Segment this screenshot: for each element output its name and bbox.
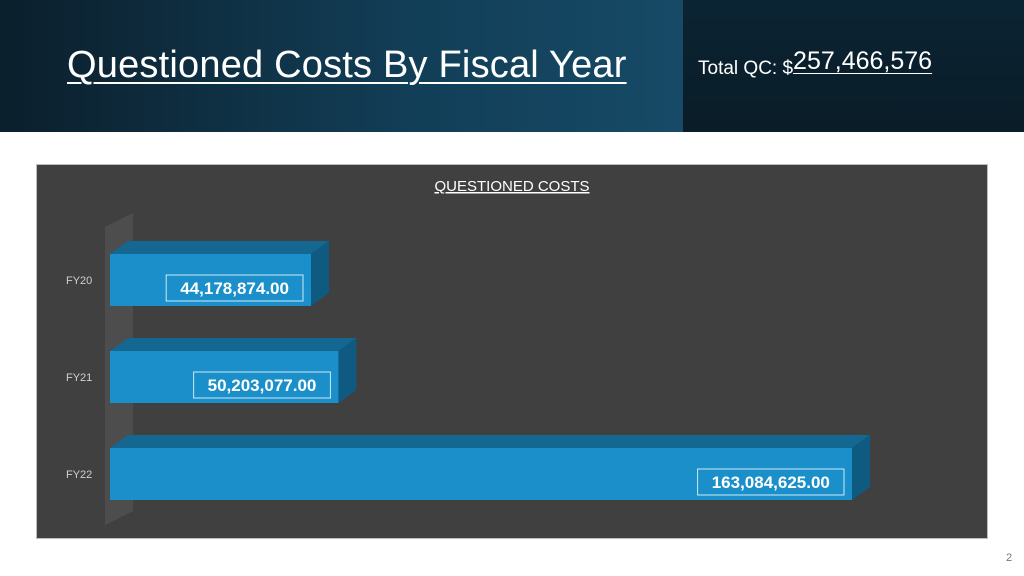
tick-label-fy20: FY20 <box>66 275 92 287</box>
page-number: 2 <box>1006 552 1013 564</box>
total-qc: Total QC: $257,466,576 <box>698 47 932 81</box>
total-qc-value: 257,466,576 <box>793 47 933 75</box>
bar-side-fy21 <box>338 338 357 403</box>
data-label-fy21: 50,203,077.00 <box>208 376 317 395</box>
bar-fy20 <box>110 254 312 306</box>
bar-top-fy22 <box>110 435 870 448</box>
bar-fy22 <box>110 448 852 500</box>
bar-top-fy20 <box>110 241 330 254</box>
tick-label-fy22: FY22 <box>66 469 92 481</box>
chart-title: QUESTIONED COSTS <box>434 178 589 195</box>
bar-fy21 <box>110 351 339 403</box>
data-label-box-fy21 <box>193 371 331 399</box>
chart-panel: QUESTIONED COSTS FY20 44,178,874.00 FY21 50… <box>36 164 988 539</box>
data-label-fy22: 163,084,625.00 <box>712 473 830 492</box>
bar-side-fy22 <box>852 435 870 500</box>
bar-side-fy20 <box>311 241 330 306</box>
header-total-panel <box>683 0 1024 132</box>
data-label-box-fy22 <box>697 468 845 496</box>
page-title: Questioned Costs By Fiscal Year <box>67 44 627 86</box>
data-label-fy20: 44,178,874.00 <box>180 279 289 298</box>
bar-top-fy21 <box>110 338 357 351</box>
questioned-costs-chart: QUESTIONED COSTS FY20 44,178,874.00 FY21 50… <box>66 178 870 525</box>
total-qc-label: Total QC: $ <box>698 58 794 79</box>
data-label-box-fy20 <box>165 274 304 302</box>
tick-label-fy21: FY21 <box>66 372 92 384</box>
